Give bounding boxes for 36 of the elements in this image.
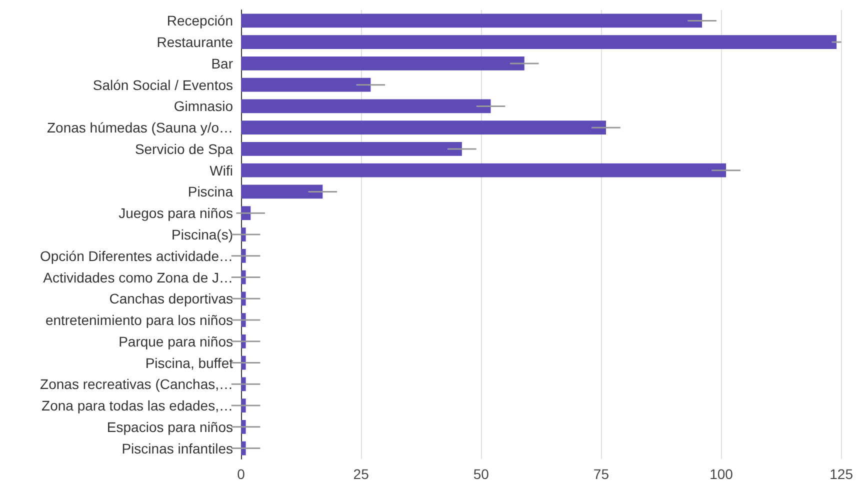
y-tick-label: Zona para todas las edades,…	[42, 398, 233, 414]
y-tick-label: Piscina, buffet	[145, 354, 234, 371]
y-tick-label: Wifi	[210, 162, 233, 178]
x-tick-label: 0	[237, 466, 246, 482]
y-tick-label: Opción Diferentes actividade…	[40, 248, 233, 264]
y-tick-label: Espacios para niños	[106, 418, 233, 435]
x-tick-label: 125	[830, 466, 854, 482]
y-tick-label: Salón Social / Eventos	[92, 76, 233, 93]
x-tick-label: 25	[353, 466, 370, 482]
bar	[241, 78, 371, 92]
y-tick-label: Piscina	[188, 184, 234, 200]
y-tick-label: Recepción	[166, 12, 233, 29]
bar	[241, 99, 491, 114]
y-tick-label: Gimnasio	[174, 98, 234, 114]
y-tick-label: Zonas húmedas (Sauna y/o…	[47, 120, 233, 136]
y-tick-label: entretenimiento para los niños	[45, 312, 233, 328]
y-tick-label: Parque para niños	[118, 333, 233, 350]
bar	[241, 120, 606, 135]
x-tick-label: 75	[593, 466, 610, 482]
bar	[241, 56, 524, 70]
bar	[241, 163, 726, 178]
x-tick-label: 50	[473, 466, 490, 482]
y-tick-label: Canchas deportivas	[109, 290, 233, 307]
bar	[241, 35, 837, 50]
y-tick-label: Zonas recreativas (Canchas,…	[40, 376, 233, 392]
y-tick-label: Bar	[211, 55, 234, 72]
bar	[241, 184, 323, 199]
y-tick-label: Restaurante	[156, 34, 234, 50]
bar	[241, 14, 702, 28]
y-tick-label: Actividades como Zona de J…	[43, 269, 233, 286]
x-tick-label: 100	[710, 466, 734, 482]
bar	[241, 142, 462, 156]
y-tick-label: Piscina(s)	[172, 226, 233, 242]
y-tick-label: Juegos para niños	[118, 205, 233, 222]
y-tick-label: Servicio de Spa	[134, 140, 234, 157]
y-tick-label: Piscinas infantiles	[122, 440, 233, 456]
